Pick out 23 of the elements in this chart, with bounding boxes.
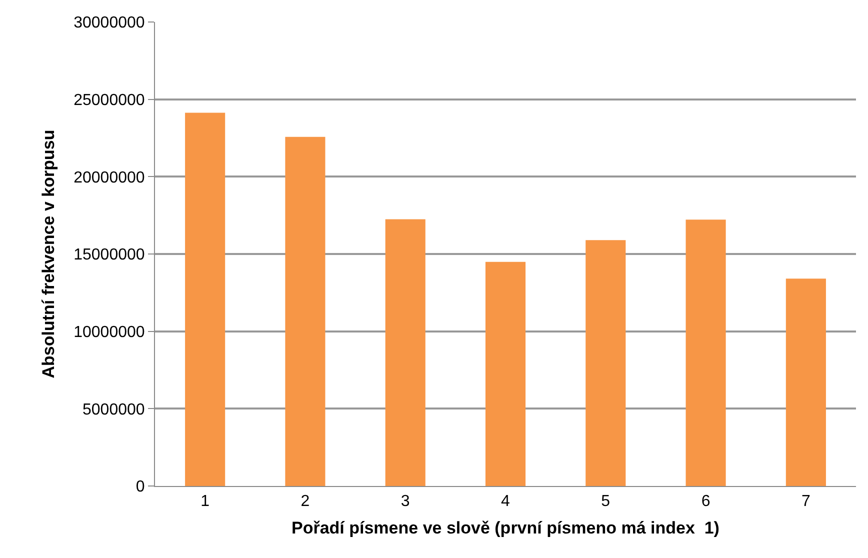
y-tick-label: 25000000 bbox=[74, 92, 145, 109]
y-tick-label: 15000000 bbox=[74, 246, 145, 264]
x-tick-label: 3 bbox=[400, 493, 410, 510]
x-tick-label: 6 bbox=[701, 493, 710, 510]
y-tick-label: 20000000 bbox=[74, 169, 145, 186]
bar bbox=[485, 262, 526, 486]
y-tick-label: 0 bbox=[136, 478, 145, 496]
y-tick-label: 10000000 bbox=[74, 324, 145, 341]
bar bbox=[285, 136, 326, 486]
bar bbox=[586, 240, 626, 486]
x-axis-title: Pořadí písmene ve slově (první písmeno má index 1) bbox=[292, 518, 720, 538]
x-tick-label: 2 bbox=[300, 493, 310, 510]
bar bbox=[686, 220, 726, 486]
y-tick-label: 5000000 bbox=[82, 401, 145, 418]
y-tick-label: 30000000 bbox=[74, 14, 145, 32]
bar bbox=[786, 278, 826, 486]
y-axis-title: Absolutní frekvence v korpusu bbox=[39, 130, 58, 378]
bar bbox=[385, 219, 426, 486]
bar bbox=[185, 112, 226, 486]
x-tick-label: 7 bbox=[801, 493, 810, 510]
x-tick-label: 5 bbox=[601, 493, 610, 510]
x-tick-label: 1 bbox=[200, 493, 210, 510]
x-tick-label: 4 bbox=[501, 493, 510, 510]
